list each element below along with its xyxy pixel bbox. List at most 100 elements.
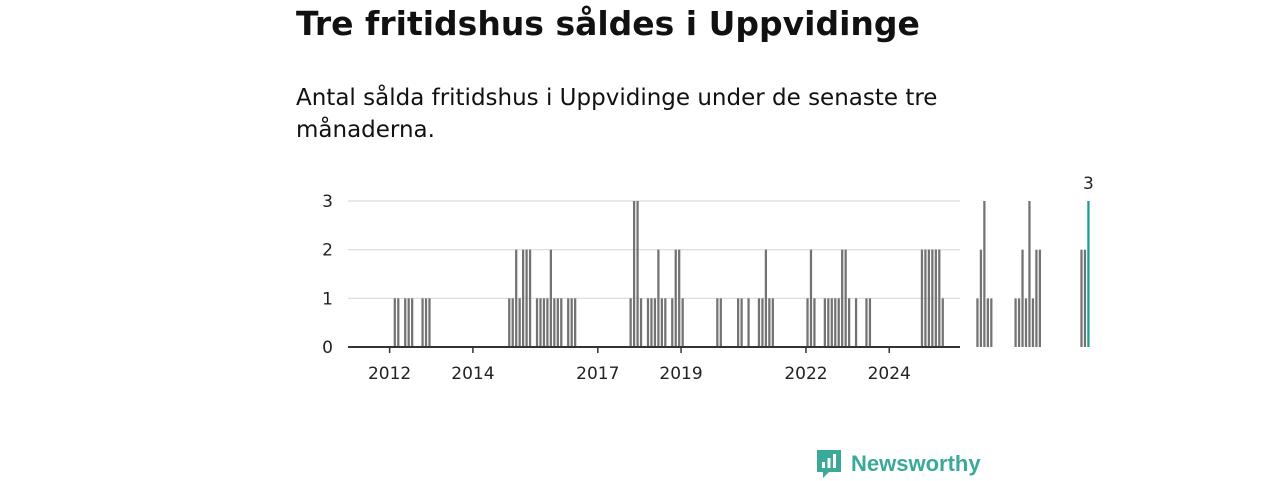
bar <box>768 298 771 347</box>
bar <box>539 298 542 347</box>
bar <box>522 249 525 347</box>
bar <box>1028 201 1031 347</box>
bar <box>511 298 514 347</box>
bar <box>515 249 518 347</box>
bar <box>650 298 653 347</box>
bar <box>1080 249 1083 347</box>
bar <box>542 298 546 347</box>
bar <box>806 298 809 347</box>
latest-value-label: 3 <box>1083 174 1094 194</box>
bar <box>976 298 979 347</box>
bar <box>740 298 743 347</box>
bar <box>1017 298 1021 347</box>
bar <box>570 298 573 347</box>
bar <box>771 298 774 347</box>
bar <box>549 249 553 347</box>
bar <box>934 249 937 347</box>
bar <box>560 298 563 347</box>
x-tick-label: 2019 <box>659 364 702 384</box>
bar <box>681 298 684 347</box>
bar <box>404 298 407 347</box>
bar <box>979 249 983 347</box>
bar <box>653 298 657 347</box>
bar <box>553 298 556 347</box>
bar <box>1024 298 1028 347</box>
bar <box>938 249 941 347</box>
y-tick-label: 1 <box>322 289 333 309</box>
bar <box>809 249 813 347</box>
bar <box>411 298 414 347</box>
bar <box>421 298 424 347</box>
bar <box>428 298 431 347</box>
bar <box>841 249 844 347</box>
bar <box>823 298 826 347</box>
bar <box>719 298 722 347</box>
bars: 3 <box>393 174 1094 347</box>
bar <box>535 298 539 347</box>
y-tick-label: 0 <box>322 338 333 358</box>
x-tick-label: 2014 <box>451 364 494 384</box>
bar <box>837 298 840 347</box>
bar <box>827 298 830 347</box>
brand-name: Newsworthy <box>851 451 981 476</box>
y-tick-label: 3 <box>322 192 333 212</box>
bar <box>664 298 667 347</box>
x-tick-label: 2022 <box>784 364 827 384</box>
bar <box>924 249 927 347</box>
bar <box>830 298 833 347</box>
bar <box>1014 298 1017 347</box>
bar <box>868 298 872 347</box>
bar <box>660 298 663 347</box>
bar <box>574 298 577 347</box>
bar <box>525 249 528 347</box>
bar <box>508 298 511 347</box>
bar <box>920 249 924 347</box>
bar <box>407 298 410 347</box>
y-tick-label: 2 <box>322 241 333 261</box>
bar <box>761 298 764 347</box>
x-tick-label: 2012 <box>368 364 411 384</box>
axes: 0 1 2 3 2012 2014 2017 2019 2022 2024 <box>322 192 960 384</box>
bar <box>424 298 428 347</box>
bar <box>1021 249 1024 347</box>
bar <box>983 201 986 347</box>
bar <box>847 298 851 347</box>
bar <box>657 249 660 347</box>
bar <box>1038 249 1041 347</box>
bar <box>931 249 934 347</box>
newsworthy-logo: Newsworthy <box>815 447 981 481</box>
chart-title: Tre fritidshus såldes i Uppvidinge <box>296 4 920 43</box>
bar <box>927 249 931 347</box>
bar <box>764 249 768 347</box>
bar <box>528 249 532 347</box>
bar <box>941 298 944 347</box>
bar <box>646 298 650 347</box>
bar <box>636 201 639 347</box>
bar <box>632 201 636 347</box>
bar <box>986 298 989 347</box>
bar <box>1083 249 1087 347</box>
x-tick-label: 2024 <box>868 364 911 384</box>
bar <box>678 249 681 347</box>
bar <box>757 298 761 347</box>
bar <box>397 298 400 347</box>
bar <box>1035 249 1038 347</box>
bar <box>546 298 549 347</box>
bar <box>834 298 837 347</box>
bar <box>567 298 570 347</box>
bar <box>854 298 858 347</box>
bar <box>393 298 396 347</box>
bar <box>737 298 740 347</box>
bar <box>813 298 816 347</box>
bar <box>865 298 868 347</box>
bar-latest <box>1087 201 1090 347</box>
bar <box>1031 298 1035 347</box>
bar <box>629 298 632 347</box>
newsworthy-logo-icon <box>817 450 841 478</box>
x-tick-label: 2017 <box>576 364 619 384</box>
bar <box>990 298 993 347</box>
bar <box>639 298 643 347</box>
chart-subtitle: Antal sålda fritidshus i Uppvidinge unde… <box>296 85 938 143</box>
bar <box>674 249 677 347</box>
bar <box>556 298 559 347</box>
